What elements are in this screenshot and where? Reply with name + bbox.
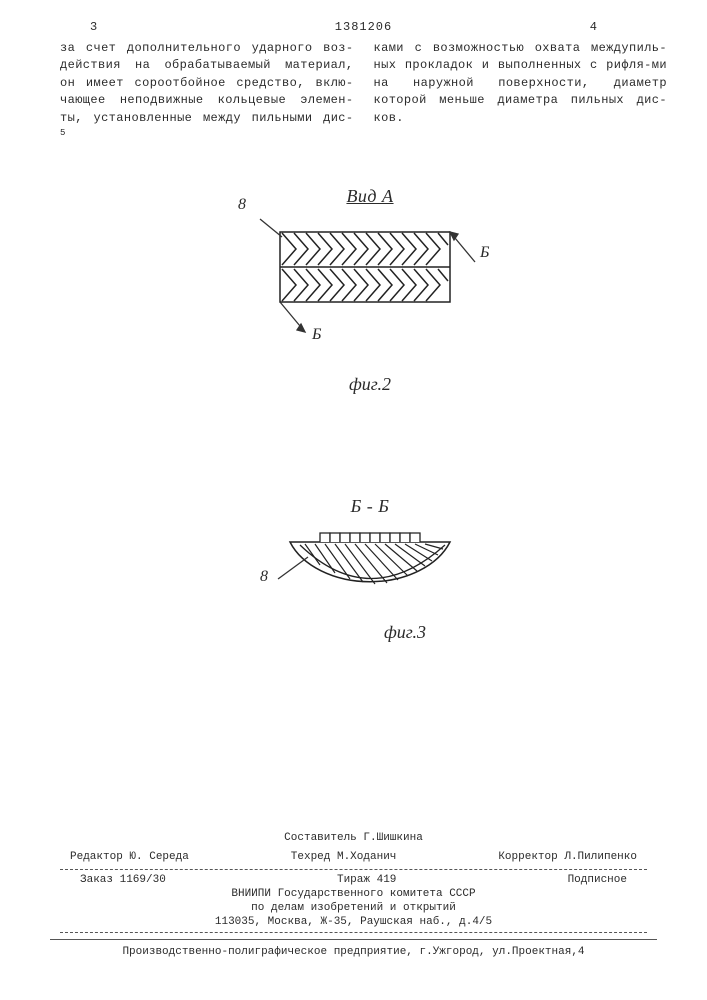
footnote-5: 5 bbox=[60, 128, 66, 138]
fig2-drawing bbox=[240, 207, 500, 367]
order-number: Заказ 1169/30 bbox=[80, 874, 166, 886]
fig3-title: Б - Б bbox=[260, 496, 480, 517]
page-num-right: 4 bbox=[590, 20, 597, 34]
org-line-2: по делам изобретений и открытий bbox=[40, 902, 667, 914]
patent-number: 1381206 bbox=[335, 20, 392, 34]
body-text: за счет дополнительного ударного воз-дей… bbox=[60, 40, 667, 146]
press-line: Производственно-полиграфическое предприя… bbox=[40, 946, 667, 958]
corrector-name: Л.Пилипенко bbox=[564, 851, 637, 863]
compiler-name: Г.Шишкина bbox=[363, 832, 422, 844]
col-left-text: за счет дополнительного ударного воз-дей… bbox=[60, 41, 354, 125]
tirazh: Тираж 419 bbox=[337, 874, 396, 886]
fig2-callout-8: 8 bbox=[238, 196, 246, 214]
subscription: Подписное bbox=[568, 874, 627, 886]
column-left: за счет дополнительного ударного воз-дей… bbox=[60, 40, 354, 146]
corrector-label: Корректор bbox=[498, 851, 557, 863]
figure-2-area: Вид А bbox=[60, 186, 667, 476]
dash-line-1 bbox=[60, 869, 647, 870]
figure-3-area: Б - Б bbox=[60, 496, 667, 696]
techred-name: М.Ходанич bbox=[337, 851, 396, 863]
fig3-callout-8: 8 bbox=[260, 568, 268, 586]
page-num-left: 3 bbox=[90, 20, 97, 34]
editor-label: Редактор bbox=[70, 851, 123, 863]
editor-name: Ю. Середа bbox=[129, 851, 188, 863]
footer: Составитель Г.Шишкина Редактор Ю. Середа… bbox=[40, 800, 667, 960]
org-line-1: ВНИИПИ Государственного комитета СССР bbox=[40, 888, 667, 900]
fig2-callout-b2: Б bbox=[312, 326, 321, 344]
column-right: ками с возможностью охвата междупиль-ных… bbox=[374, 40, 668, 146]
fig3-caption: фиг.3 bbox=[330, 622, 480, 643]
solid-line bbox=[50, 939, 657, 940]
fig3-drawing bbox=[260, 517, 480, 617]
header: 3 1381206 4 bbox=[60, 20, 667, 36]
dash-line-2 bbox=[60, 932, 647, 933]
techred-label: Техред bbox=[291, 851, 331, 863]
compiler-label: Составитель bbox=[284, 832, 357, 844]
fig2-caption: фиг.2 bbox=[240, 374, 500, 395]
fig2-title: Вид А bbox=[240, 186, 500, 207]
fig2-callout-b1: Б bbox=[480, 244, 489, 262]
addr-line: 113035, Москва, Ж-35, Раушская наб., д.4… bbox=[40, 916, 667, 928]
